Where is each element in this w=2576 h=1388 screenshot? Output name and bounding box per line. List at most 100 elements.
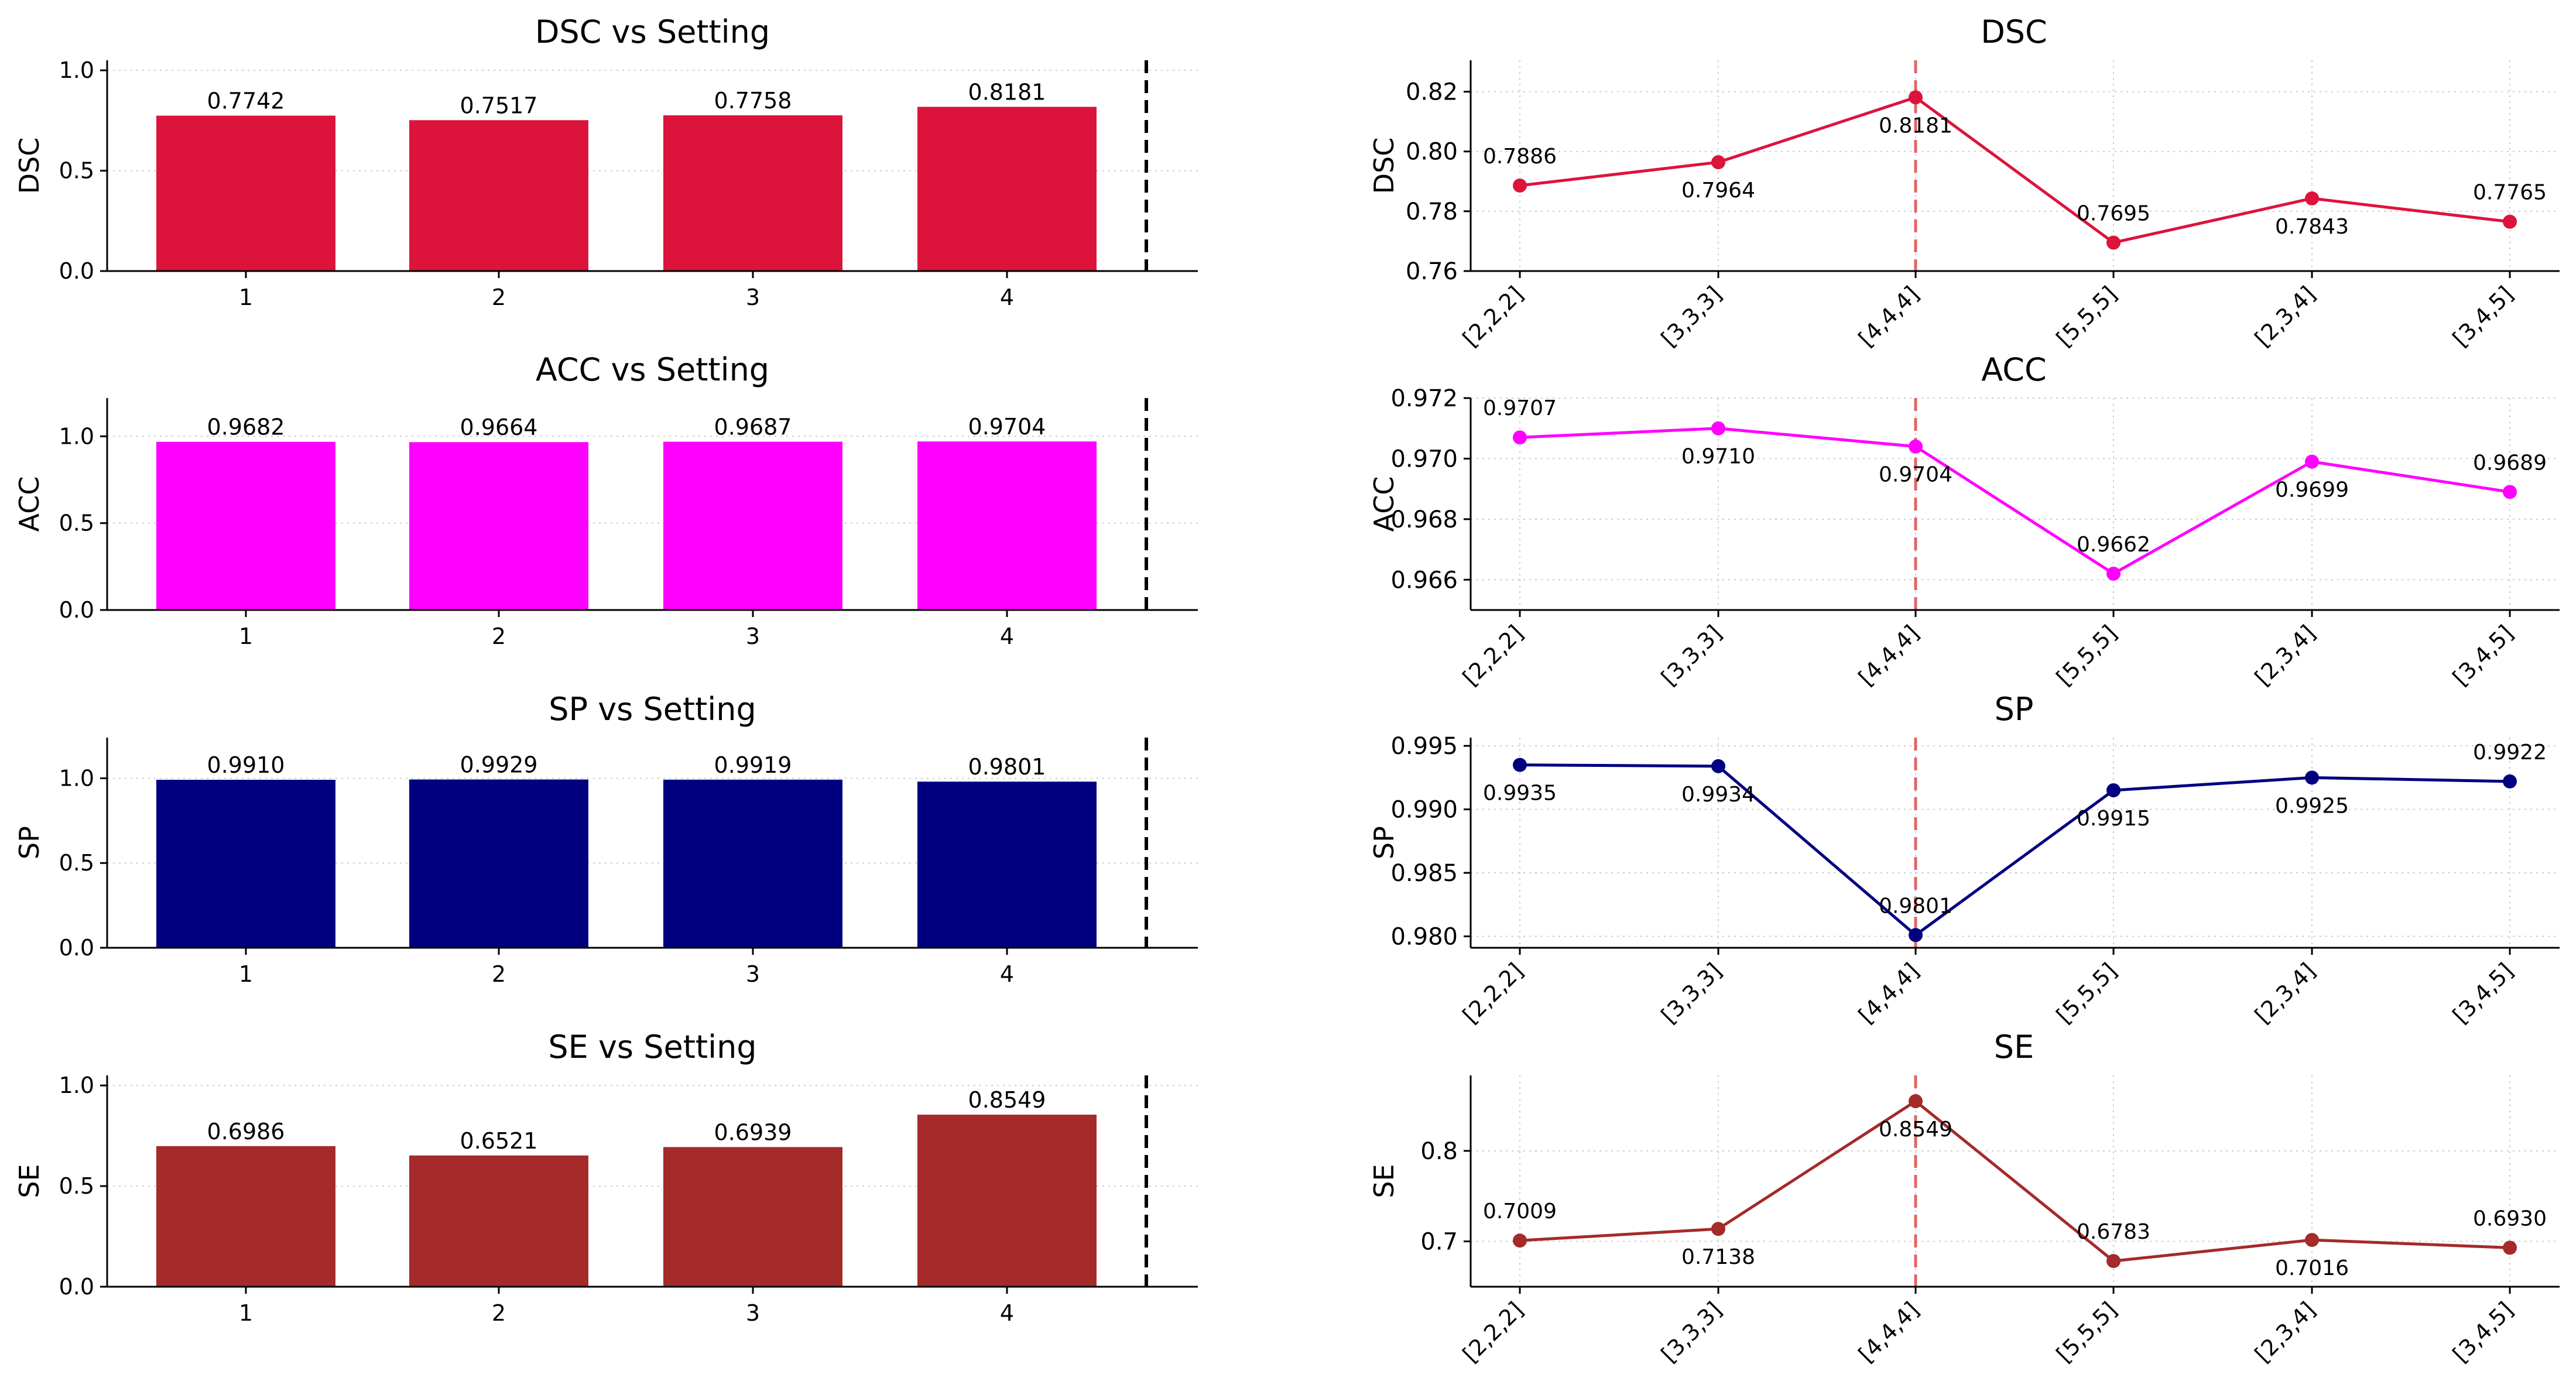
y-tick-label: 0.990: [1390, 797, 1458, 824]
y-tick-label: 1.0: [59, 765, 94, 791]
data-label: 0.9689: [2473, 451, 2547, 475]
x-tick-label: 3: [746, 1300, 760, 1326]
data-label: 0.9707: [1483, 396, 1557, 420]
data-point: [1909, 439, 1923, 454]
y-tick-label: 0.5: [59, 850, 94, 876]
x-tick-label: 2: [492, 285, 506, 310]
x-tick-label: 3: [746, 285, 760, 310]
data-point: [2106, 1254, 2121, 1269]
y-tick-label: 0.0: [59, 258, 94, 284]
x-tick-label: 1: [239, 1300, 253, 1326]
bar-value-label: 0.9919: [714, 752, 792, 778]
bar-value-label: 0.9687: [714, 414, 792, 440]
data-label: 0.7765: [2473, 181, 2547, 205]
bar-chart-acc: 0.0 0.5 1.0 0.9682 1 0.9664 2 0.9687 3 0.9704 4 ACC…: [13, 351, 1198, 649]
data-point: [2503, 485, 2517, 499]
series-line: [1519, 763, 2510, 937]
y-tick-label: 0.0: [59, 935, 94, 961]
series-line: [1519, 1099, 2510, 1263]
bar-1: [156, 780, 335, 948]
y-axis-label: ACC: [1368, 477, 1400, 532]
y-tick-label: 0.8: [1420, 1138, 1458, 1165]
x-tick-label: 3: [746, 623, 760, 649]
data-point: [2305, 191, 2319, 205]
bar-chart-se: 0.0 0.5 1.0 0.6986 1 0.6521 2 0.6939 3 0.8549 4 SE …: [13, 1029, 1198, 1326]
chart-title: DSC: [1981, 13, 2047, 50]
data-point: [1909, 928, 1923, 943]
data-label: 0.7016: [2275, 1256, 2349, 1280]
x-tick-label: 4: [1000, 285, 1014, 310]
y-tick-label: 0.985: [1390, 860, 1458, 887]
y-tick-label: 0.78: [1406, 198, 1458, 225]
chart-title: DSC vs Setting: [535, 13, 770, 50]
data-label: 0.8181: [1879, 114, 1952, 138]
data-point: [1711, 155, 1725, 170]
data-point: [1711, 421, 1725, 436]
data-point: [1513, 758, 1527, 772]
y-axis-label: SP: [1368, 826, 1400, 859]
data-point: [2503, 1240, 2517, 1255]
data-label: 0.7886: [1483, 145, 1557, 169]
y-tick-label: 0.80: [1406, 139, 1458, 166]
bar-value-label: 0.9704: [968, 414, 1046, 440]
x-tick-label: 4: [1000, 623, 1014, 649]
bar-chart-sp: 0.0 0.5 1.0 0.9910 1 0.9929 2 0.9919 3 0.9801 4 SP …: [13, 691, 1198, 987]
y-tick-label: 0.5: [59, 1173, 94, 1199]
bar-value-label: 0.9910: [207, 752, 285, 778]
bar-chart-dsc: 0.0 0.5 1.0 0.7742 1 0.7517 2 0.7758 3 0.8181 4 DSC…: [13, 13, 1198, 310]
data-label: 0.6783: [2077, 1220, 2150, 1244]
bar-value-label: 0.9664: [460, 414, 538, 440]
chart-title: SP vs Setting: [549, 691, 756, 728]
bar-value-label: 0.6939: [714, 1119, 792, 1145]
bar-value-label: 0.7517: [460, 92, 538, 118]
data-label: 0.9934: [1681, 783, 1755, 807]
series-line: [1519, 427, 2510, 575]
y-tick-label: 0.7: [1420, 1229, 1458, 1256]
data-label: 0.7695: [2077, 201, 2150, 225]
data-label: 0.9662: [2077, 533, 2150, 557]
x-tick-label: 4: [1000, 961, 1014, 987]
x-tick-label: 1: [239, 285, 253, 310]
y-axis-label: SE: [13, 1164, 45, 1198]
data-point: [2106, 235, 2121, 250]
data-label: 0.9710: [1681, 445, 1755, 469]
bar-value-label: 0.7758: [714, 88, 792, 114]
y-axis-label: DSC: [1368, 138, 1400, 194]
data-label: 0.7843: [2275, 215, 2349, 239]
y-tick-label: 1.0: [59, 423, 94, 449]
bar-value-label: 0.8549: [968, 1087, 1046, 1113]
data-point: [2106, 783, 2121, 798]
y-tick-label: 0.0: [59, 597, 94, 623]
data-label: 0.9935: [1483, 782, 1557, 806]
data-point: [2106, 566, 2121, 581]
x-tick-label: 3: [746, 961, 760, 987]
chart-title: SE: [1994, 1029, 2034, 1065]
bar-2: [409, 120, 588, 271]
y-tick-label: 0.972: [1390, 385, 1458, 412]
y-axis-label: SE: [1368, 1164, 1400, 1198]
bar-4: [917, 107, 1097, 271]
chart-title: SP: [1995, 691, 2034, 728]
bar-3: [663, 1147, 842, 1287]
y-tick-label: 0.76: [1406, 258, 1458, 285]
data-label: 0.9915: [2077, 807, 2150, 831]
chart-title: ACC vs Setting: [536, 351, 769, 388]
data-label: 0.9704: [1879, 463, 1952, 487]
chart-title: SE vs Setting: [548, 1029, 756, 1065]
bar-value-label: 0.9682: [207, 414, 285, 440]
bar-1: [156, 441, 335, 610]
bar-value-label: 0.7742: [207, 88, 285, 114]
data-point: [2305, 770, 2319, 785]
data-label: 0.9699: [2275, 478, 2349, 502]
y-tick-label: 1.0: [59, 57, 94, 83]
y-tick-label: 1.0: [59, 1072, 94, 1098]
bar-3: [663, 441, 842, 610]
y-tick-label: 0.82: [1406, 79, 1458, 106]
x-tick-label: 2: [492, 623, 506, 649]
data-point: [1513, 430, 1527, 445]
data-point: [1909, 90, 1923, 105]
data-label: 0.9922: [2473, 741, 2547, 765]
bar-4: [917, 441, 1097, 610]
data-point: [2305, 1233, 2319, 1248]
